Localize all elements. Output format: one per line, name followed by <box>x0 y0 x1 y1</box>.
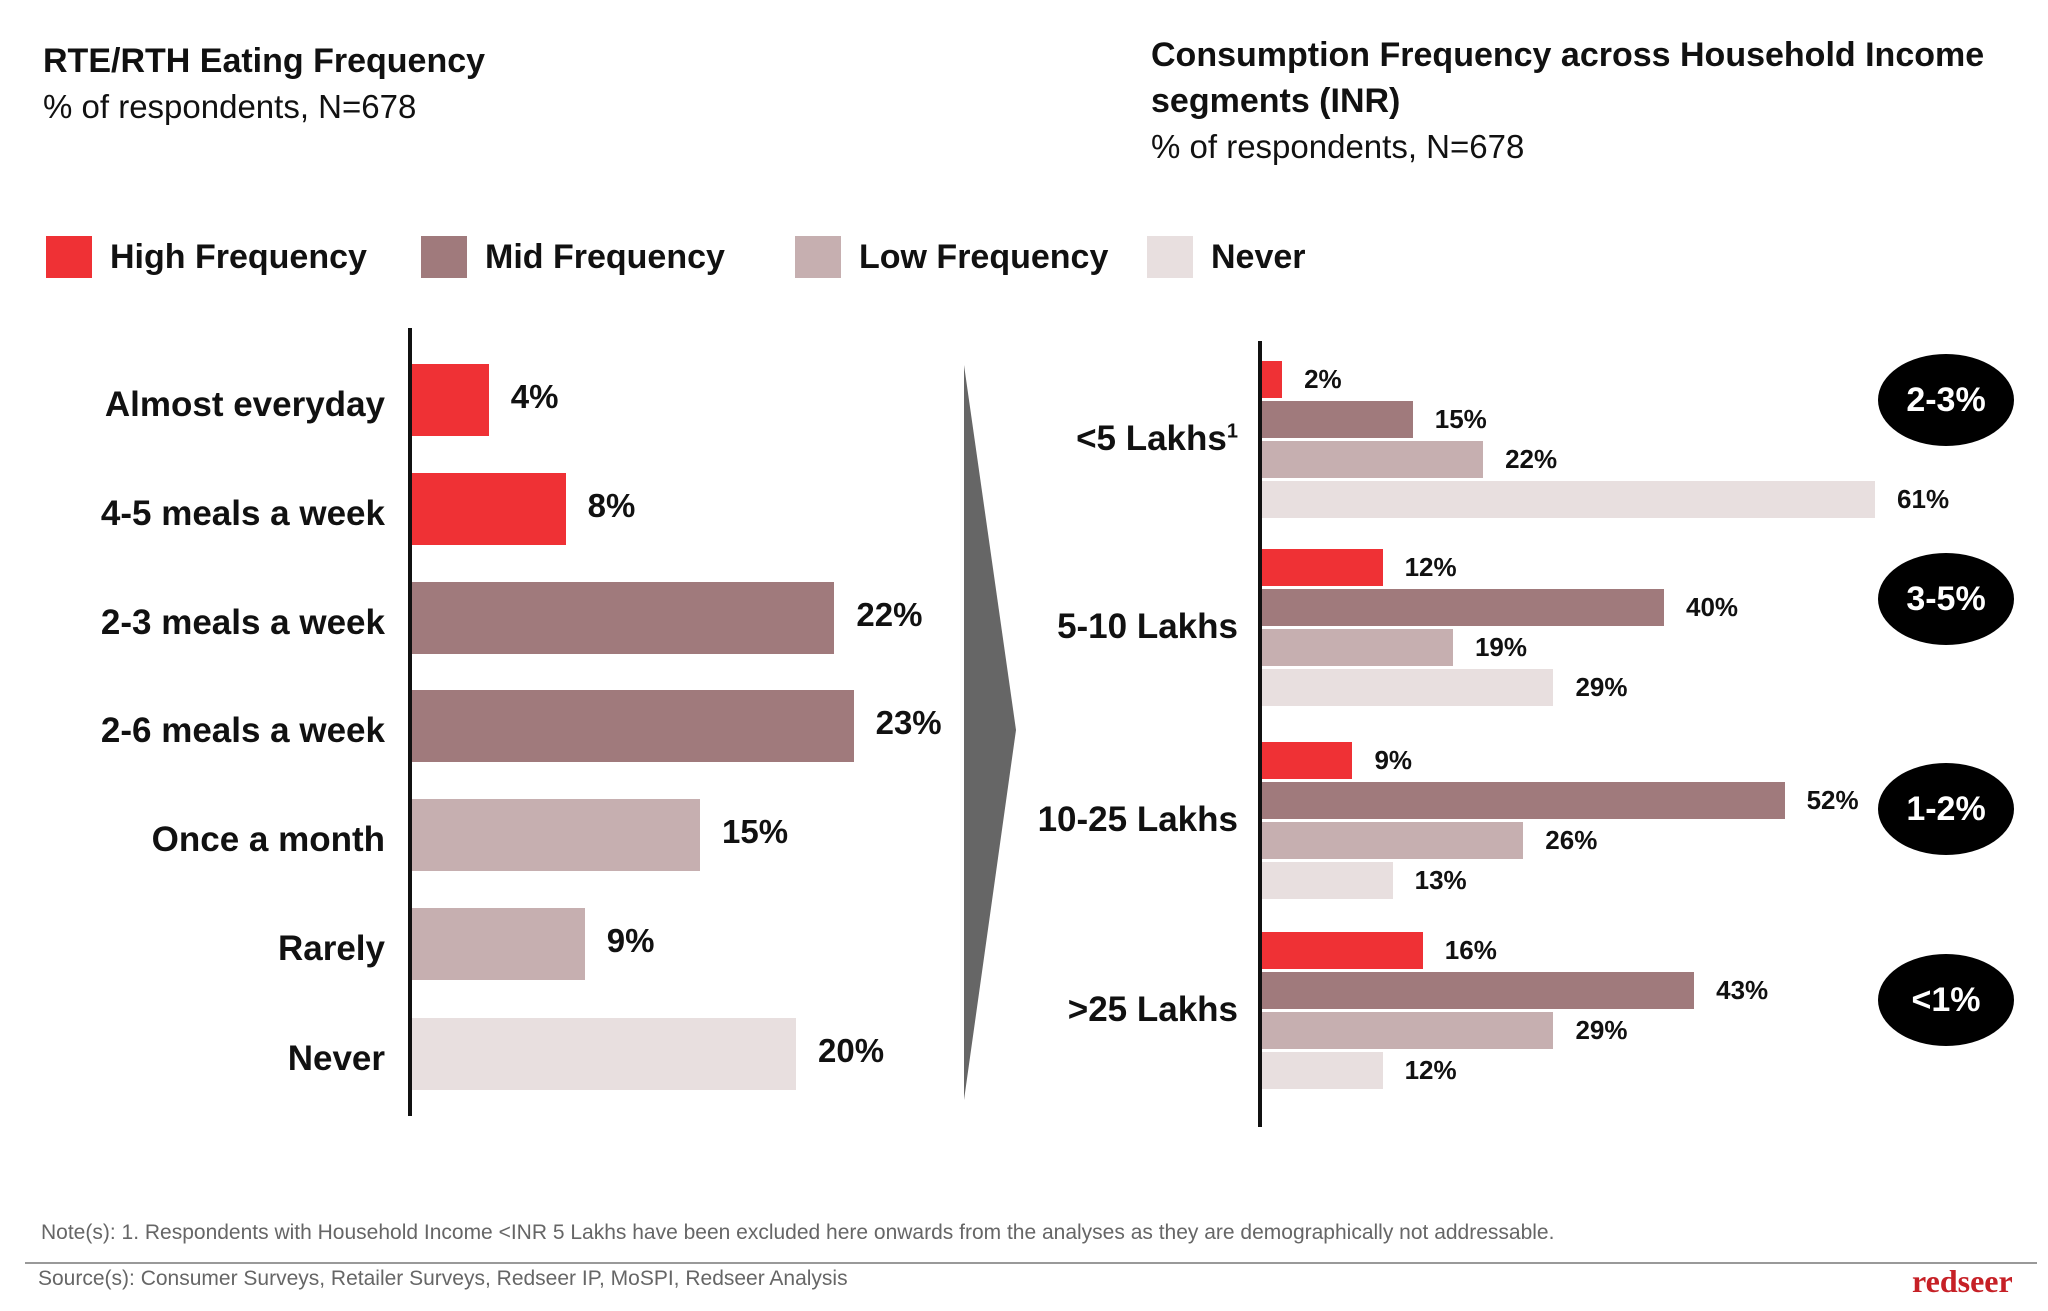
bar <box>412 473 566 545</box>
data-label: 12% <box>1404 552 1457 582</box>
annotation-badge: <1% <box>1878 954 2014 1046</box>
bar <box>1262 1012 1554 1049</box>
bar <box>1262 862 1393 899</box>
footer-divider <box>25 1262 2037 1264</box>
bar <box>412 582 835 654</box>
legend-swatch <box>795 236 841 278</box>
data-label: 15% <box>1434 404 1487 434</box>
bar <box>412 799 700 871</box>
category-label: <5 Lakhs1 <box>1076 419 1238 459</box>
source-note: Source(s): Consumer Surveys, Retailer Su… <box>38 1267 848 1290</box>
bar <box>1262 669 1554 706</box>
bar <box>1262 742 1353 779</box>
left-axis-line <box>408 328 412 1116</box>
category-label: Never <box>287 1039 385 1078</box>
data-label: 22% <box>856 596 923 633</box>
bar <box>1262 481 1876 518</box>
data-label: 40% <box>1686 592 1739 622</box>
data-label: 29% <box>1575 1015 1628 1045</box>
category-label: >25 Lakhs <box>1068 990 1238 1030</box>
bar <box>412 690 854 762</box>
data-label: 16% <box>1444 935 1497 965</box>
bar <box>1262 361 1283 398</box>
footnote: Note(s): 1. Respondents with Household I… <box>41 1221 1555 1244</box>
annotation-badge: 2-3% <box>1878 354 2014 446</box>
bar <box>1262 972 1695 1009</box>
data-label: 26% <box>1545 825 1598 855</box>
legend-swatch <box>421 236 467 278</box>
right-chart-subtitle: % of respondents, N=678 <box>1151 128 1525 165</box>
data-label: 12% <box>1404 1055 1457 1085</box>
data-label: 52% <box>1806 785 1859 815</box>
bar <box>1262 782 1785 819</box>
legend-swatch <box>46 236 92 278</box>
category-text: 5-10 Lakhs <box>1057 607 1238 646</box>
legend-item: Low Frequency <box>795 236 1108 278</box>
right-axis-line <box>1258 341 1262 1127</box>
right-chart-title-line2: segments (INR) <box>1151 82 1401 120</box>
data-label: 4% <box>510 378 559 415</box>
legend-swatch <box>1147 236 1193 278</box>
right-chart-title-line1: Consumption Frequency across Household I… <box>1151 36 1985 74</box>
category-label: 2-6 meals a week <box>100 711 385 750</box>
data-label: 20% <box>818 1032 885 1069</box>
data-label: 2% <box>1304 364 1342 394</box>
legend-label: Low Frequency <box>859 237 1109 276</box>
bar <box>412 1018 796 1090</box>
legend-item: Mid Frequency <box>421 236 725 278</box>
legend-label: Mid Frequency <box>485 237 725 276</box>
bar <box>412 364 489 436</box>
data-label: 19% <box>1474 632 1527 662</box>
data-label: 9% <box>1374 745 1413 775</box>
category-label: Rarely <box>277 929 385 968</box>
data-label: 9% <box>606 922 655 959</box>
legend-label: High Frequency <box>110 237 367 276</box>
category-label: Almost everyday <box>104 385 385 424</box>
data-label: 29% <box>1575 672 1628 702</box>
annotation-badge: 1-2% <box>1878 763 2014 855</box>
category-text: 10-25 Lakhs <box>1037 800 1238 839</box>
bar <box>412 908 585 980</box>
category-text: >25 Lakhs <box>1067 990 1238 1029</box>
category-text: <5 Lakhs <box>1076 419 1227 458</box>
category-label: Once a month <box>151 820 385 859</box>
data-label: 61% <box>1897 484 1950 514</box>
bar <box>1262 629 1453 666</box>
category-label: 10-25 Lakhs <box>1038 800 1238 840</box>
annotation-badge: 3-5% <box>1878 553 2014 645</box>
category-label: 5-10 Lakhs <box>1057 607 1238 647</box>
footnote-marker: 1 <box>1226 420 1238 443</box>
left-chart-subtitle: % of respondents, N=678 <box>43 88 417 125</box>
bar <box>1262 1052 1383 1089</box>
bar <box>1262 589 1664 626</box>
bar <box>1262 401 1413 438</box>
legend-item: Never <box>1147 236 1306 278</box>
redseer-logo: redseer <box>1912 1263 2013 1299</box>
data-label: 43% <box>1716 975 1769 1005</box>
data-label: 13% <box>1414 865 1467 895</box>
legend-label: Never <box>1211 237 1306 276</box>
data-label: 22% <box>1505 444 1558 474</box>
category-label: 2-3 meals a week <box>100 603 385 642</box>
bar <box>1262 441 1484 478</box>
data-label: 15% <box>722 813 789 850</box>
bar <box>1262 549 1383 586</box>
category-label: 4-5 meals a week <box>100 494 385 533</box>
data-label: 23% <box>875 704 942 741</box>
bar <box>1262 822 1524 859</box>
arrow-chevron-icon <box>964 365 1016 1100</box>
legend-item: High Frequency <box>46 236 367 278</box>
bar <box>1262 932 1423 969</box>
data-label: 8% <box>587 487 636 524</box>
left-chart-title: RTE/RTH Eating Frequency <box>43 42 486 80</box>
